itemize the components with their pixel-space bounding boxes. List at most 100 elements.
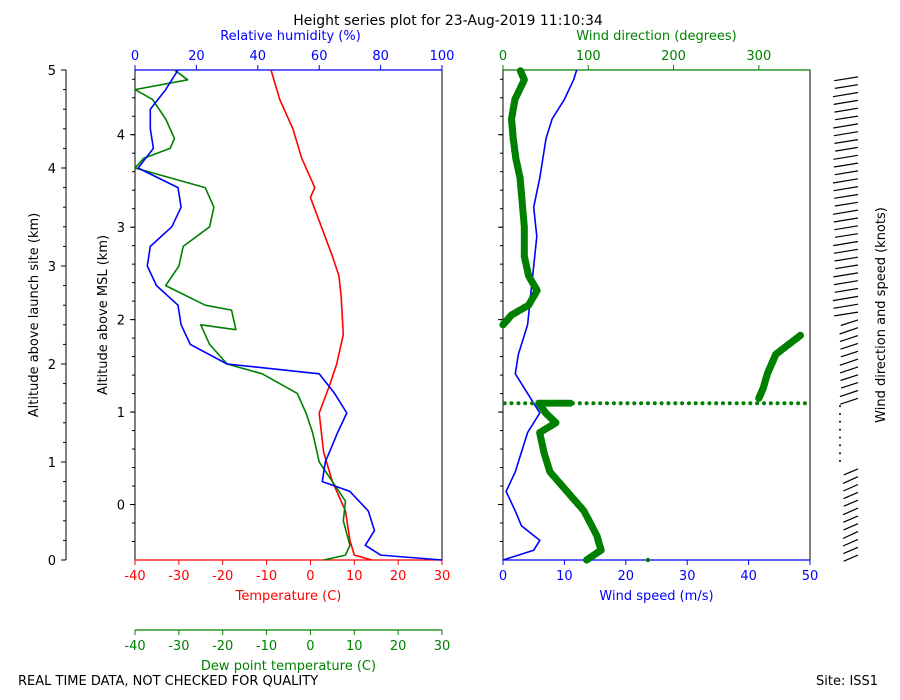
wind-panel: 0 10 20 30 40 50 Wind speed (m/s) 0 100 200 300 Win…	[498, 29, 818, 604]
msl-altitude-axis-label: Altitude above MSL (km)	[96, 235, 111, 395]
wind-direction-point	[700, 401, 705, 406]
wind-barb	[833, 217, 859, 223]
msl-altitude-tick-label: 2	[117, 314, 125, 329]
wind-barb	[832, 209, 859, 215]
humidity-tick-label: 0	[131, 49, 139, 64]
wind-barb	[834, 170, 859, 176]
wind-speed-tick-label: 50	[802, 569, 819, 584]
humidity-tick-label: 60	[311, 49, 328, 64]
wind-direction-point	[611, 401, 616, 406]
dewpoint-tick-label: -20	[212, 639, 233, 654]
dew-point-line	[134, 69, 351, 561]
humidity-axis-label: Relative humidity (%)	[220, 29, 361, 44]
wind-direction-point	[598, 401, 603, 406]
wind-barb-calm	[839, 436, 841, 439]
temperature-axis-label: Temperature (C)	[235, 589, 342, 604]
wind-barbs: Wind direction and speed (knots)	[832, 76, 889, 562]
wind-direction-point	[768, 401, 773, 406]
wind-direction-point	[748, 401, 753, 406]
wind-direction-point	[673, 401, 678, 406]
wind-direction-point	[557, 401, 562, 406]
wind-direction-point	[502, 401, 507, 406]
wind-direction-point	[605, 401, 609, 406]
humidity-tick-label: 20	[188, 49, 205, 64]
wind-speed-axis-label: Wind speed (m/s)	[599, 589, 713, 604]
site-altitude-tick-label: 3	[48, 260, 56, 275]
site-altitude-tick-label: 4	[48, 162, 56, 177]
temperature-tick-label: -40	[124, 569, 145, 584]
wind-barb	[840, 350, 859, 358]
wind-barb	[843, 554, 859, 562]
wind-plot-frame	[502, 69, 811, 561]
site-label: Site: ISS1	[816, 674, 879, 689]
temperature-tick-label: 10	[346, 569, 363, 584]
dewpoint-tick-label: -30	[168, 639, 189, 654]
wind-barb	[834, 201, 859, 207]
dewpoint-tick-label: 30	[434, 639, 451, 654]
humidity-tick-label: 100	[430, 49, 455, 64]
wind-direction-point	[530, 401, 534, 406]
wind-speed-tick-label: 20	[618, 569, 635, 584]
wind-direction-point	[741, 401, 746, 406]
wind-barb	[834, 233, 859, 238]
wind-barb	[833, 154, 859, 160]
wind-direction-point	[652, 401, 657, 406]
wind-barb	[833, 131, 859, 137]
quality-disclaimer: REAL TIME DATA, NOT CHECKED FOR QUALITY	[18, 674, 319, 689]
temperature-tick-label: -10	[256, 569, 277, 584]
wind-barb-calm	[839, 444, 841, 447]
wind-barb	[842, 476, 859, 484]
msl-altitude-tick-label: 4	[117, 129, 125, 144]
wind-direction-point	[550, 401, 555, 406]
wind-barb	[843, 483, 859, 492]
wind-barb	[840, 319, 859, 327]
msl-altitude-tick-label: 0	[117, 499, 125, 514]
wind-barb-calm	[839, 452, 841, 455]
wind-barb	[843, 491, 859, 500]
site-altitude-axis-label: Altitude above launch site (km)	[27, 213, 42, 417]
wind-direction-tick-label: 200	[661, 49, 686, 64]
wind-speed-tick-label: 10	[556, 569, 573, 584]
wind-barb	[835, 264, 859, 270]
wind-speed-tick-label: 40	[740, 569, 757, 584]
wind-barb	[839, 389, 859, 398]
wind-direction-point	[516, 401, 521, 406]
wind-barb	[835, 146, 859, 152]
thermo-plot-frame	[134, 69, 443, 561]
wind-direction-point	[577, 401, 582, 406]
wind-barb	[833, 240, 859, 247]
site-altitude-tick-label: 5	[48, 64, 56, 79]
wind-barb	[839, 358, 859, 366]
wind-direction-point	[789, 401, 794, 406]
wind-barb	[843, 546, 859, 555]
dewpoint-tick-label: 0	[306, 639, 314, 654]
wind-barb	[834, 84, 859, 89]
dewpoint-tick-label: 10	[346, 639, 363, 654]
temperature-line	[270, 69, 373, 561]
wind-direction-point	[632, 401, 637, 406]
wind-barb	[833, 280, 859, 286]
wind-speed-tick-label: 30	[679, 569, 696, 584]
wind-barb	[834, 311, 859, 317]
wind-barb	[833, 272, 859, 278]
wind-direction-point	[680, 401, 685, 406]
wind-barb	[833, 248, 859, 254]
wind-direction-point	[727, 401, 732, 406]
wind-direction-tick-label: 0	[499, 49, 507, 64]
wind-direction-point	[734, 401, 739, 406]
wind-direction-point	[618, 401, 623, 406]
wind-barb	[832, 91, 859, 98]
wind-direction-point	[523, 401, 528, 406]
wind-direction-point	[721, 401, 725, 406]
dewpoint-axis-label: Dew point temperature (C)	[201, 659, 376, 674]
wind-barb	[834, 107, 859, 113]
wind-barb-calm	[839, 460, 841, 462]
wind-barb	[843, 468, 859, 476]
temperature-tick-label: 20	[390, 569, 407, 584]
dewpoint-tick-label: -10	[256, 639, 277, 654]
wind-direction-point	[566, 399, 574, 407]
wind-barb	[833, 186, 859, 192]
wind-direction-point	[762, 401, 766, 406]
wind-barb-calm	[839, 413, 841, 415]
